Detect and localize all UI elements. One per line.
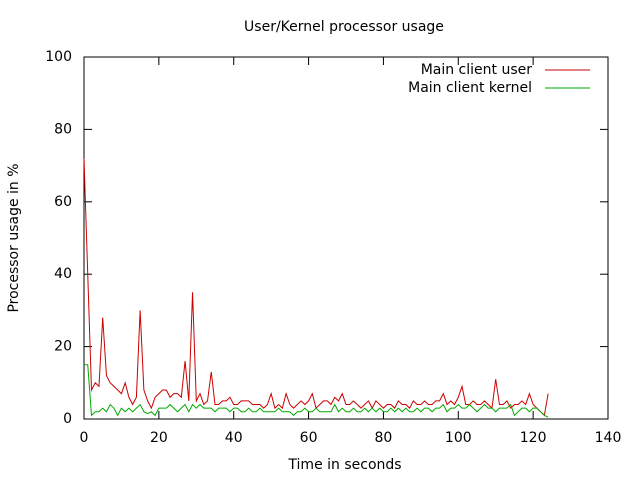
y-axis-label: Processor usage in % (6, 163, 22, 312)
chart-title: User/Kernel processor usage (244, 19, 444, 35)
x-tick-label: 40 (225, 430, 243, 446)
x-tick-label: 140 (595, 430, 622, 446)
x-tick-label: 120 (520, 430, 547, 446)
x-tick-label: 20 (150, 430, 168, 446)
y-tick-label: 40 (54, 266, 72, 282)
x-tick-label: 100 (445, 430, 472, 446)
y-tick-label: 100 (45, 49, 72, 65)
legend-label: Main client kernel (408, 80, 532, 96)
y-tick-label: 20 (54, 339, 72, 355)
x-tick-label: 60 (300, 430, 318, 446)
series-line (84, 364, 549, 418)
plot-frame (83, 56, 609, 420)
y-tick-label: 60 (54, 194, 72, 210)
x-tick-label: 80 (375, 430, 393, 446)
x-axis-label: Time in seconds (287, 457, 401, 473)
y-tick-label: 80 (54, 121, 72, 137)
y-tick-label: 0 (63, 411, 72, 427)
x-tick-label: 0 (80, 430, 89, 446)
series-line (83, 158, 549, 417)
legend-label: Main client user (421, 62, 533, 78)
